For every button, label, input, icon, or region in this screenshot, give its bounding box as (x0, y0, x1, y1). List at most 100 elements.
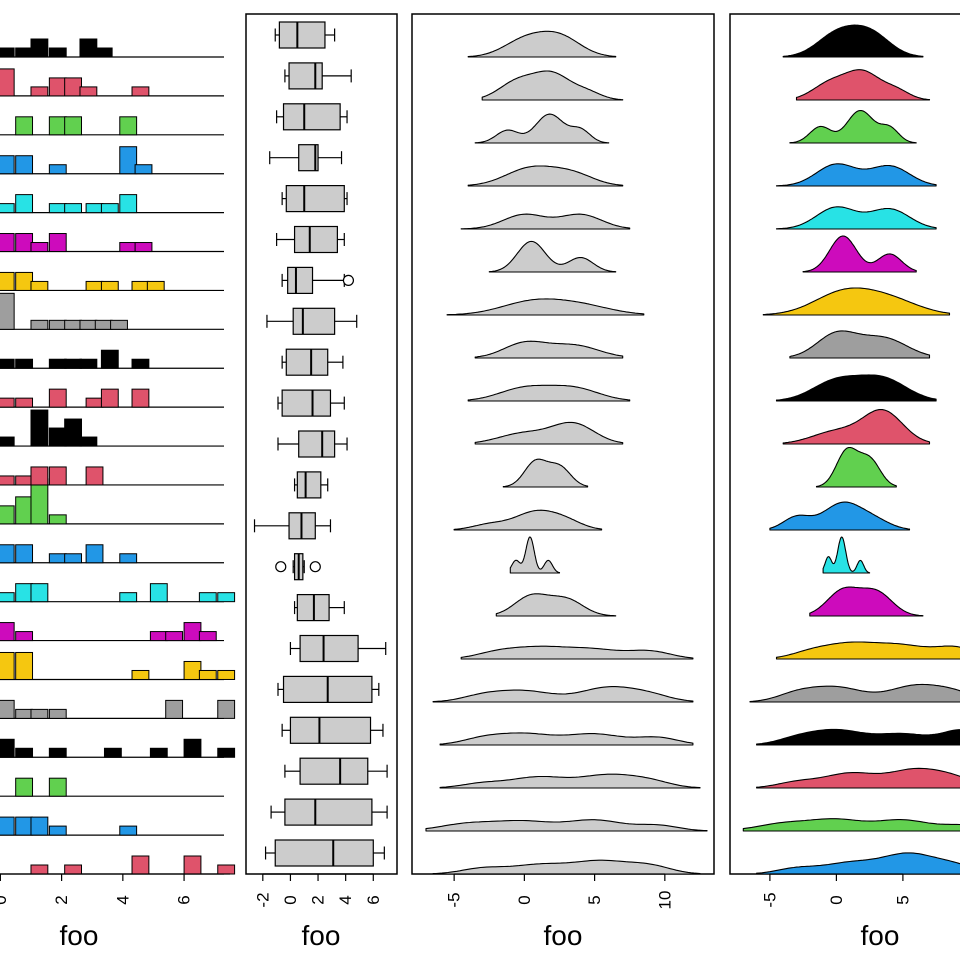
histogram-bar (0, 437, 14, 446)
x-axis-label-gray-densities: foo (544, 920, 583, 951)
histogram-bar (184, 623, 201, 641)
histogram-bar (31, 39, 48, 57)
histogram-bar (135, 243, 152, 252)
gray-density-ridge (461, 214, 630, 229)
histogram-bar (31, 865, 48, 874)
histogram-bar (150, 632, 167, 641)
hist-x-tick-label: 6 (175, 895, 194, 904)
color-density-ridge (757, 768, 960, 788)
histogram-bar (49, 117, 66, 135)
histogram-bar (0, 593, 14, 602)
color-density-ridge (750, 684, 960, 702)
histogram-bar (199, 670, 216, 679)
histogram-bar (49, 320, 66, 329)
histogram-bar (16, 778, 33, 796)
histogram-bar (16, 272, 33, 290)
histogram-bar (0, 739, 14, 757)
color-x-tick-label: 5 (893, 895, 912, 904)
histogram-bar (0, 817, 14, 835)
histogram-bar (0, 272, 14, 290)
boxplot-box (286, 349, 327, 375)
histogram-bar (101, 204, 118, 213)
x-axis-label-histograms: foo (60, 920, 99, 951)
histogram-bar (16, 545, 33, 563)
histogram-bar (0, 48, 14, 57)
histogram-bar (0, 545, 14, 563)
boxplot-box (275, 840, 373, 866)
histogram-bar (31, 410, 48, 446)
histogram-bar (132, 856, 149, 874)
histogram-bar (218, 700, 235, 718)
histogram-bar (49, 748, 66, 757)
color-density-ridge (783, 410, 929, 445)
histogram-bar (16, 817, 33, 835)
histogram-bar (86, 281, 103, 290)
color-density-ridge (803, 236, 916, 272)
histogram-bar (49, 48, 66, 57)
histogram-bar (49, 359, 66, 368)
histogram-bar (184, 856, 201, 874)
boxplot-box (300, 636, 358, 662)
boxplot-box (284, 104, 341, 130)
boxplot-box (282, 390, 330, 416)
histogram-bar (65, 117, 82, 135)
color-density-ridge (770, 502, 910, 530)
color-density-ridge (810, 587, 923, 616)
color-x-tick-label: -5 (760, 892, 779, 907)
box-x-tick-label: 4 (336, 895, 355, 904)
color-x-tick-label: 0 (827, 895, 846, 904)
histogram-bar (86, 545, 103, 563)
histogram-bar (16, 117, 33, 135)
histogram-bar (16, 195, 33, 213)
histogram-bar (16, 748, 33, 757)
gray-density-ridge (510, 537, 559, 573)
color-density-ridge (790, 111, 916, 144)
histogram-bar (86, 204, 103, 213)
histogram-bar (218, 865, 235, 874)
color-density-ridge (823, 537, 870, 573)
gray-density-ridge (447, 299, 644, 315)
histogram-bar (120, 243, 137, 252)
color-density-ridge (763, 288, 949, 315)
color-density-ridge (783, 25, 923, 57)
histogram-bar (0, 476, 14, 485)
histogram-bar (135, 165, 152, 174)
histogram-bar (16, 234, 33, 252)
histogram-bar (31, 817, 48, 835)
boxplot-box (286, 186, 344, 212)
histogram-bar (49, 78, 66, 96)
histogram-bar (0, 652, 14, 679)
gray-density-ridge (426, 820, 707, 831)
histogram-bar (0, 156, 14, 174)
gray-density-ridge (454, 510, 601, 530)
histogram-bar (132, 389, 149, 407)
histogram-bar (49, 204, 66, 213)
color-density-ridge (777, 642, 960, 659)
gray-x-tick-label: 0 (515, 895, 534, 904)
histogram-bar (101, 350, 118, 368)
histogram-bar (16, 584, 33, 602)
histogram-bar (120, 117, 137, 135)
boxplot-box (288, 267, 313, 293)
histogram-bar (218, 748, 235, 757)
histogram-bar (120, 593, 137, 602)
gray-density-ridge (433, 860, 700, 874)
histogram-bar (16, 497, 33, 524)
color-density-ridge (817, 448, 897, 488)
hist-x-tick-label: 4 (113, 895, 132, 904)
histogram-bar (49, 165, 66, 174)
gray-density-ridge (482, 71, 623, 100)
histogram-bar (80, 39, 97, 57)
histogram-bar (0, 69, 14, 96)
histogram-bar (80, 437, 97, 446)
histogram-bar (31, 320, 48, 329)
histogram-bar (65, 865, 82, 874)
boxplot-box (300, 758, 368, 784)
histogram-bar (0, 359, 14, 368)
box-x-tick-label: 2 (309, 895, 328, 904)
histogram-bar (65, 78, 82, 96)
gray-density-ridge (503, 459, 587, 487)
